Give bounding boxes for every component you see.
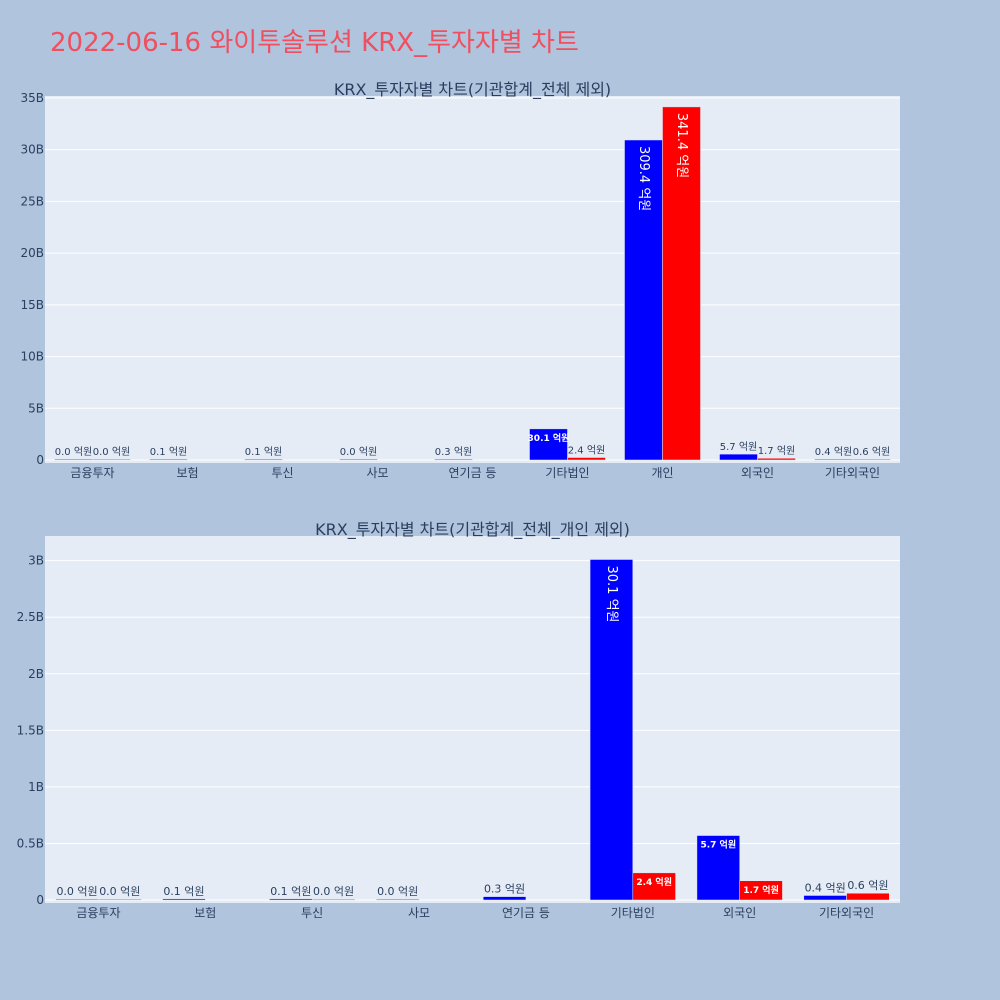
y-tick-label: 5B [28,401,44,415]
bar [662,106,701,461]
data-label: 0.0 억원 [377,885,418,898]
x-tick-label: 사모 [366,466,388,480]
bar [98,898,142,901]
data-label: 0.0 억원 [313,885,354,898]
y-tick-label: 10B [20,350,44,364]
x-tick-label: 연기금 등 [449,466,497,480]
page-title: 2022-06-16 와이투솔루션 KRX_투자자별 차트 [50,28,579,58]
x-tick-label: 보험 [194,906,216,920]
data-label: 0.1 억원 [245,446,282,458]
x-tick-label: 사모 [408,906,430,920]
x-tick-label: 투신 [301,906,323,920]
y-tick-label: 0 [36,893,44,907]
bar [92,458,131,461]
bar [529,428,568,461]
data-label: 30.1 억원 [604,565,619,622]
y-tick-label: 30B [20,143,44,157]
data-label: 0.1 억원 [150,446,187,458]
x-tick-label: 보험 [176,466,198,480]
x-tick-label: 기타법인 [611,906,655,920]
y-tick-label: 0 [36,453,44,467]
data-label: 341.4 억원 [674,113,689,178]
bar [269,898,313,901]
bar [632,872,676,901]
bar [589,559,634,901]
x-tick-label: 외국인 [723,906,756,920]
data-label: 5.7 억원 [700,839,736,851]
data-label: 5.7 억원 [720,441,757,453]
bar [852,458,891,461]
bar [846,892,890,901]
y-tick-label: 2B [28,667,44,681]
bar [719,453,758,461]
bar [149,458,188,461]
x-tick-label: 기타외국인 [819,906,874,920]
y-tick-label: 1B [28,780,44,794]
data-label: 309.4 억원 [636,146,651,211]
bar [434,458,473,461]
y-tick-label: 1.5B [17,723,44,737]
bar [376,898,420,901]
data-label: 0.4 억원 [815,446,852,458]
bar [54,458,93,461]
bar [55,898,99,901]
bar [696,835,740,901]
chart-title: KRX_투자자별 차트(기관합계_전체_개인 제외) [315,520,630,540]
y-tick-label: 3B [28,554,44,568]
chart-2: 0 0.5B 1B 1.5B 2B 2.5B 3B KRX_투자자별 차트(기관합계_전체_개… [17,520,900,920]
data-label: 0.1 억원 [270,885,311,898]
data-label: 0.4 억원 [805,881,846,894]
plot-background [45,536,900,903]
x-tick-label: 연기금 등 [502,906,550,920]
data-label: 0.3 억원 [484,883,525,896]
data-label: 0.0 억원 [55,446,92,458]
y-tick-label: 25B [20,194,44,208]
bar [339,458,378,461]
x-tick-label: 외국인 [741,466,774,480]
data-label: 0.0 억원 [93,446,130,458]
bar [162,898,206,901]
data-label: 2.4 억원 [636,876,672,888]
data-label: 30.1 억원 [528,432,570,444]
x-tick-label: 투신 [271,466,293,480]
bar [311,898,356,901]
x-tick-label: 금융투자 [70,466,114,480]
plot-background [45,96,900,463]
data-label: 0.0 억원 [56,885,97,898]
data-label: 1.7 억원 [743,884,779,896]
x-tick-label: 금융투자 [76,906,120,920]
x-tick-label: 기타외국인 [825,466,880,480]
data-label: 2.4 억원 [568,445,605,457]
data-label: 0.6 억원 [847,879,888,892]
bar [482,896,527,901]
y-tick-label: 0.5B [17,836,44,850]
y-tick-label: 20B [20,246,44,260]
bar [814,458,853,461]
chart-title: KRX_투자자별 차트(기관합계_전체 제외) [334,80,611,100]
y-tick-label: 15B [20,298,44,312]
x-tick-label: 기타법인 [545,466,589,480]
x-tick-label: 개인 [651,466,673,480]
y-tick-label: 2.5B [17,610,44,624]
data-label: 0.6 억원 [853,446,890,458]
y-tick-label: 35B [20,91,44,105]
data-label: 0.3 억원 [435,446,472,458]
data-label: 0.0 억원 [99,885,140,898]
data-label: 1.7 억원 [758,445,795,457]
bar [757,457,796,461]
bar [567,457,606,461]
bar [244,458,283,461]
chart-1: 0 5B 10B 15B 20B 25B 30B 35B KRX_투자자별 차트(기관합계_전체… [20,80,900,480]
bar [803,895,847,901]
bar [739,880,783,901]
data-label: 0.0 억원 [340,446,377,458]
data-label: 0.1 억원 [163,885,204,898]
